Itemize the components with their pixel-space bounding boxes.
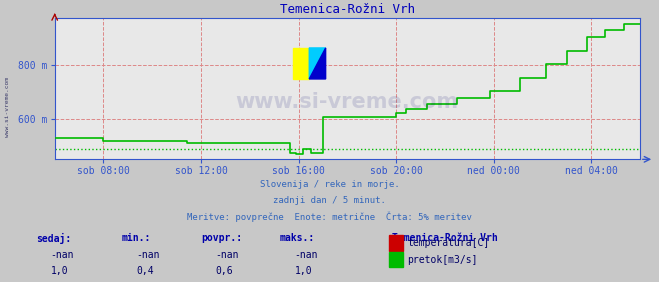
Text: pretok[m3/s]: pretok[m3/s] (407, 255, 478, 265)
Title: Temenica-Rožni Vrh: Temenica-Rožni Vrh (280, 3, 415, 16)
Text: maks.:: maks.: (280, 233, 315, 243)
Text: povpr.:: povpr.: (201, 233, 242, 243)
Text: 0,4: 0,4 (136, 266, 154, 276)
Text: 1,0: 1,0 (51, 266, 69, 276)
Polygon shape (309, 48, 326, 79)
Text: sedaj:: sedaj: (36, 233, 71, 244)
Text: zadnji dan / 5 minut.: zadnji dan / 5 minut. (273, 196, 386, 205)
Text: 0,6: 0,6 (215, 266, 233, 276)
Bar (293, 48, 309, 79)
Polygon shape (309, 48, 326, 79)
Text: -nan: -nan (136, 250, 160, 259)
Text: Temenica-Rožni Vrh: Temenica-Rožni Vrh (392, 233, 498, 243)
Text: -nan: -nan (215, 250, 239, 259)
Text: temperatura[C]: temperatura[C] (407, 238, 490, 248)
Text: min.:: min.: (122, 233, 152, 243)
Text: www.si-vreme.com: www.si-vreme.com (5, 77, 11, 137)
Text: 1,0: 1,0 (295, 266, 312, 276)
Text: Meritve: povprečne  Enote: metrične  Črta: 5% meritev: Meritve: povprečne Enote: metrične Črta:… (187, 212, 472, 222)
Text: Slovenija / reke in morje.: Slovenija / reke in morje. (260, 180, 399, 190)
Text: www.si-vreme.com: www.si-vreme.com (236, 92, 459, 111)
Text: -nan: -nan (51, 250, 74, 259)
Text: -nan: -nan (295, 250, 318, 259)
